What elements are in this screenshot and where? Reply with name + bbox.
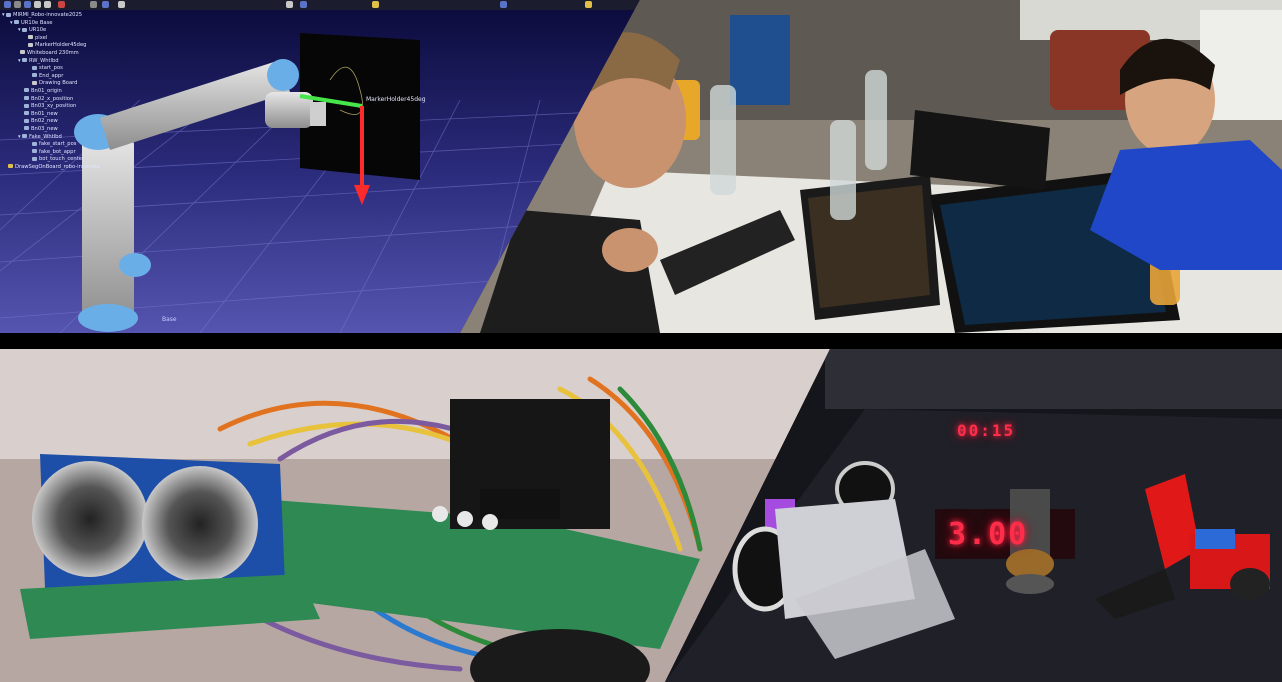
object-icon: [20, 50, 25, 55]
program-icon: [8, 164, 13, 169]
toolbar-icon[interactable]: [90, 1, 97, 8]
tree-item[interactable]: Bn02_x_position: [2, 96, 112, 104]
electronics-photo: [0, 349, 830, 682]
toolbar-icon[interactable]: [34, 1, 41, 8]
frame-icon: [24, 126, 29, 131]
toolbar-icon[interactable]: [286, 1, 293, 8]
arena-scene: [665, 349, 1282, 682]
toolbar-icon[interactable]: [4, 1, 11, 8]
toolbar-icon[interactable]: [300, 1, 307, 8]
base-label: Base: [162, 316, 177, 323]
marker-label: MarkerHolder45deg: [366, 96, 426, 103]
tree-item[interactable]: Bn03_new: [2, 126, 112, 134]
tree-item[interactable]: Bn02_new: [2, 118, 112, 126]
robot-simulation-panel: ▾ MIRMI_Robo-innovate2025 ▾ UR10e Base ▾ UR…: [0, 0, 640, 333]
toolbar-icon[interactable]: [372, 1, 379, 8]
target-icon: [32, 65, 37, 70]
target-icon: [32, 141, 37, 146]
toolbar-icon[interactable]: [14, 1, 21, 8]
tree-item[interactable]: ▾ UR10e Base: [10, 19, 53, 26]
score-display: 3.00: [948, 517, 1029, 552]
station-icon: [6, 12, 11, 17]
toolbar-icon[interactable]: [118, 1, 125, 8]
tree-item[interactable]: fake_bot_appr: [2, 149, 112, 157]
station-tree: ▾ MIRMI_Robo-innovate2025 ▾ UR10e Base ▾ UR…: [2, 12, 112, 171]
tree-item[interactable]: start_pos: [2, 65, 112, 73]
toolbar-icon[interactable]: [44, 1, 51, 8]
tree-item[interactable]: DrawSegOnBoard_robo-innovate: [2, 164, 112, 172]
toolbar-icon[interactable]: [24, 1, 31, 8]
tree-item[interactable]: MarkerHolder45deg: [2, 42, 112, 50]
frame-icon: [22, 134, 27, 138]
toolbar: [0, 0, 640, 10]
toolbar-icon[interactable]: [102, 1, 109, 8]
tree-item[interactable]: ▾ Fake_Whtlbd: [18, 133, 62, 140]
object-icon: [32, 80, 37, 85]
tree-item[interactable]: Bn01_origin: [2, 88, 112, 96]
frame-icon: [24, 96, 29, 101]
robot-icon: [22, 27, 27, 32]
tree-item[interactable]: Whiteboard 230mm: [2, 50, 112, 58]
toolbar-icon[interactable]: [500, 1, 507, 8]
toolbar-icon[interactable]: [58, 1, 65, 8]
frame-icon: [24, 103, 29, 108]
tree-item[interactable]: pixel: [2, 35, 112, 43]
tree-item[interactable]: Bn01_new: [2, 111, 112, 119]
frame-icon: [22, 58, 27, 63]
frame-icon: [14, 20, 19, 25]
electronics-scene: [0, 349, 830, 682]
toolbar-icon[interactable]: [585, 1, 592, 8]
tree-item[interactable]: Drawing Board: [2, 80, 112, 88]
tool-icon: [28, 35, 33, 40]
target-icon: [32, 156, 37, 161]
arena-photo: 00:15 3.00: [665, 349, 1282, 682]
small-timer-display: 00:15: [957, 421, 1016, 440]
frame-icon: [24, 111, 29, 116]
target-icon: [32, 149, 37, 154]
tree-item[interactable]: ▾ UR10e: [18, 27, 47, 34]
tree-item[interactable]: fake_start_pos: [2, 141, 112, 149]
robot-viewport: [0, 0, 640, 333]
tree-item[interactable]: ▾ MIRMI_Robo-innovate2025: [2, 12, 83, 18]
tool-icon: [28, 42, 33, 47]
tree-item[interactable]: ▾ RW_Whtlbd: [18, 57, 59, 64]
frame-icon: [24, 88, 29, 93]
tree-item[interactable]: Bn03_xy_position: [2, 103, 112, 111]
target-icon: [32, 73, 37, 78]
tree-item[interactable]: End_appr: [2, 73, 112, 81]
frame-icon: [24, 118, 29, 123]
tree-item[interactable]: bot_touch_center: [2, 156, 112, 164]
